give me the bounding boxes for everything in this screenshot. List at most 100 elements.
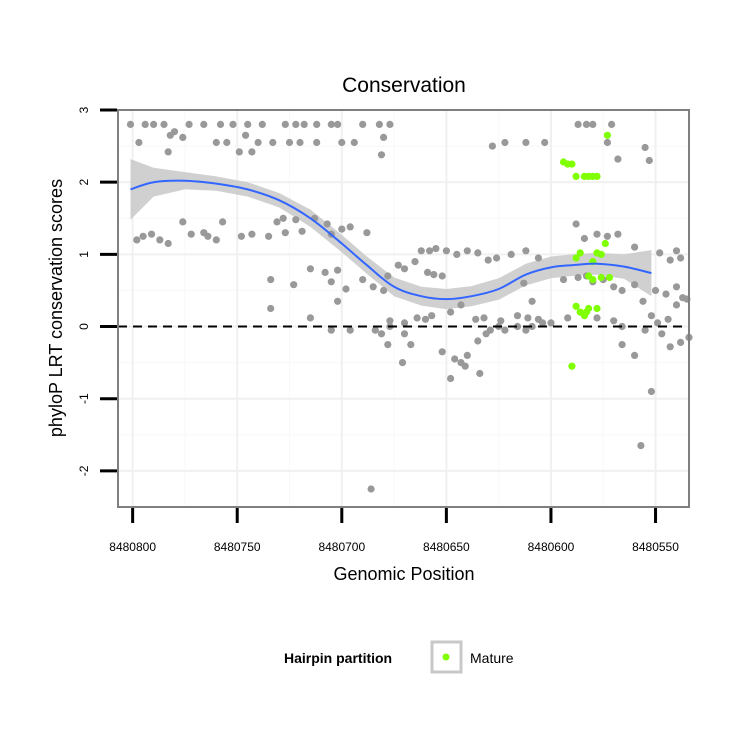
data-point-other <box>290 281 298 289</box>
y-tick-label: 1 <box>77 251 91 258</box>
data-point-mature <box>572 302 580 310</box>
data-point-other <box>338 138 346 147</box>
data-point-other <box>457 301 465 309</box>
data-point-other <box>461 362 469 370</box>
x-tick-label: 8480600 <box>528 540 575 554</box>
data-point-other <box>631 281 639 289</box>
data-point-other <box>359 120 367 128</box>
data-point-mature <box>572 254 580 262</box>
data-point-other <box>614 230 622 238</box>
data-point-other <box>610 283 618 291</box>
data-point-other <box>386 317 394 325</box>
data-point-other <box>413 314 421 322</box>
data-point-mature <box>605 273 614 282</box>
y-axis: -2 -1 0 1 2 3 <box>77 106 117 476</box>
data-point-other <box>254 138 262 147</box>
data-point-other <box>559 276 568 284</box>
data-point-other <box>666 343 674 351</box>
data-point-other <box>139 232 147 240</box>
data-point-other <box>666 256 674 264</box>
data-point-other <box>647 387 656 396</box>
data-point-mature <box>576 249 584 257</box>
data-point-other <box>447 374 455 383</box>
data-point-other <box>522 326 530 334</box>
data-point-other <box>614 155 622 163</box>
data-point-other <box>574 273 582 282</box>
data-point-other <box>426 247 434 255</box>
data-point-other <box>480 314 488 322</box>
data-point-other <box>292 216 300 224</box>
data-point-other <box>166 131 174 139</box>
data-point-other <box>608 120 616 128</box>
plot-panel <box>117 109 693 508</box>
data-point-other <box>219 218 227 226</box>
y-axis-title: phyloP LRT conservation scores <box>46 179 66 437</box>
data-point-other <box>463 351 471 359</box>
data-point-other <box>216 120 225 128</box>
data-point-other <box>242 131 250 139</box>
data-point-other <box>428 312 436 320</box>
data-point-mature <box>603 131 612 139</box>
data-point-other <box>451 355 459 363</box>
data-point-other <box>589 120 597 128</box>
data-point-other <box>672 283 681 291</box>
data-point-other <box>141 120 149 128</box>
data-point-other <box>513 312 522 320</box>
data-point-other <box>501 138 509 147</box>
data-point-other <box>323 220 331 228</box>
data-point-other <box>346 223 354 231</box>
data-point-other <box>346 326 354 334</box>
data-point-other <box>359 276 367 284</box>
chart-title: Conservation <box>342 74 466 97</box>
data-point-other <box>534 254 543 262</box>
data-point-other <box>582 120 591 128</box>
x-tick-label: 8480650 <box>423 540 470 554</box>
panel-border <box>117 109 690 508</box>
data-point-other <box>281 229 289 237</box>
data-point-other <box>541 138 549 147</box>
data-point-other <box>342 285 350 293</box>
data-point-other <box>654 319 662 327</box>
legend: Hairpin partition Mature <box>284 640 514 674</box>
data-point-other <box>442 247 450 255</box>
data-point-other <box>313 138 321 147</box>
data-point-other <box>212 236 220 244</box>
data-point-other <box>645 156 653 165</box>
data-point-other <box>187 230 195 238</box>
data-point-other <box>631 351 639 359</box>
data-point-other <box>248 230 256 238</box>
data-point-other <box>156 236 164 244</box>
legend-key-mature-dot <box>442 653 450 661</box>
y-tick-label: 0 <box>77 323 91 330</box>
data-point-other <box>147 230 156 238</box>
data-point-other <box>631 243 639 251</box>
data-point-other <box>164 148 172 156</box>
data-point-other <box>377 151 386 159</box>
data-point-other <box>421 315 430 323</box>
data-point-other <box>430 271 438 279</box>
data-point-other <box>501 326 509 334</box>
data-point-other <box>327 120 335 128</box>
data-point-other <box>580 234 589 243</box>
data-point-other <box>472 315 480 323</box>
x-tick-label: 8480700 <box>318 540 365 554</box>
data-point-other <box>306 314 314 322</box>
data-point-other <box>377 330 386 338</box>
data-point-other <box>296 138 304 147</box>
x-tick-label: 8480750 <box>214 540 261 554</box>
data-point-other <box>235 148 243 156</box>
data-point-other <box>223 138 231 147</box>
data-point-other <box>367 485 375 493</box>
legend-title: Hairpin partition <box>284 650 392 666</box>
data-point-other <box>237 232 245 240</box>
data-point-other <box>398 359 407 367</box>
data-point-other <box>281 120 289 128</box>
data-point-other <box>298 227 306 235</box>
data-point-other <box>327 326 335 334</box>
data-point-other <box>285 138 294 147</box>
data-point-other <box>484 256 492 264</box>
data-point-other <box>463 247 471 255</box>
data-point-other <box>564 314 572 322</box>
data-point-other <box>334 266 342 274</box>
data-point-other <box>603 138 612 147</box>
